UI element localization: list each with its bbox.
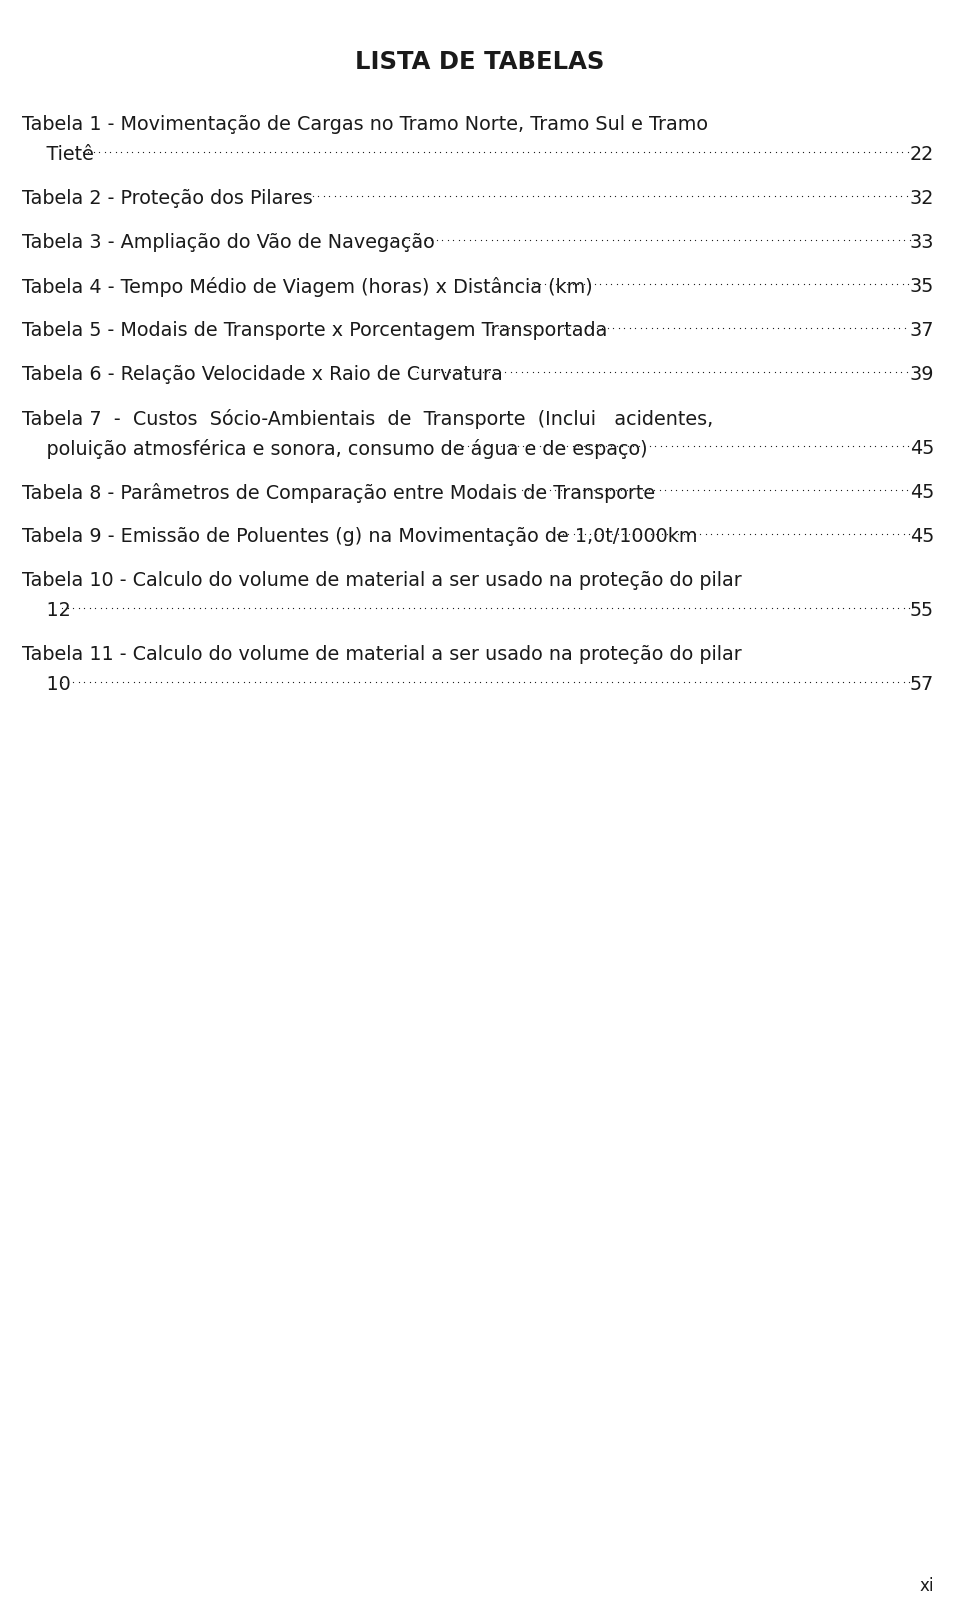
Text: Tabela 1 - Movimentação de Cargas no Tramo Norte, Tramo Sul e Tramo: Tabela 1 - Movimentação de Cargas no Tra…: [22, 115, 708, 134]
Text: Tabela 6 - Relação Velocidade x Raio de Curvatura: Tabela 6 - Relação Velocidade x Raio de …: [22, 365, 503, 384]
Text: Tabela 8 - Parâmetros de Comparação entre Modais de Transporte: Tabela 8 - Parâmetros de Comparação entr…: [22, 483, 655, 502]
Text: 35: 35: [910, 278, 934, 295]
Text: 33: 33: [909, 232, 934, 252]
Text: 57: 57: [910, 675, 934, 694]
Text: 10: 10: [22, 675, 71, 694]
Text: 22: 22: [910, 145, 934, 165]
Text: 45: 45: [910, 483, 934, 502]
Text: 39: 39: [909, 365, 934, 384]
Text: 45: 45: [910, 526, 934, 546]
Text: 45: 45: [910, 439, 934, 458]
Text: Tabela 11 - Calculo do volume de material a ser usado na proteção do pilar: Tabela 11 - Calculo do volume de materia…: [22, 644, 742, 663]
Text: 12: 12: [22, 600, 71, 620]
Text: Tabela 5 - Modais de Transporte x Porcentagem Transportada: Tabela 5 - Modais de Transporte x Porcen…: [22, 321, 608, 341]
Text: xi: xi: [920, 1575, 934, 1595]
Text: 32: 32: [910, 189, 934, 208]
Text: Tabela 4 - Tempo Médio de Viagem (horas) x Distância (km): Tabela 4 - Tempo Médio de Viagem (horas)…: [22, 278, 592, 297]
Text: Tietê: Tietê: [22, 145, 94, 165]
Text: Tabela 9 - Emissão de Poluentes (g) na Movimentação de 1,0t/1000km: Tabela 9 - Emissão de Poluentes (g) na M…: [22, 526, 698, 546]
Text: Tabela 10 - Calculo do volume de material a ser usado na proteção do pilar: Tabela 10 - Calculo do volume de materia…: [22, 571, 742, 589]
Text: Tabela 7  -  Custos  Sócio-Ambientais  de  Transporte  (Inclui   acidentes,: Tabela 7 - Custos Sócio-Ambientais de Tr…: [22, 408, 713, 429]
Text: Tabela 2 - Proteção dos Pilares: Tabela 2 - Proteção dos Pilares: [22, 189, 313, 208]
Text: 37: 37: [909, 321, 934, 341]
Text: LISTA DE TABELAS: LISTA DE TABELAS: [355, 50, 605, 74]
Text: poluição atmosférica e sonora, consumo de água e de espaço): poluição atmosférica e sonora, consumo d…: [22, 439, 648, 458]
Text: 55: 55: [910, 600, 934, 620]
Text: Tabela 3 - Ampliação do Vão de Navegação: Tabela 3 - Ampliação do Vão de Navegação: [22, 232, 435, 252]
